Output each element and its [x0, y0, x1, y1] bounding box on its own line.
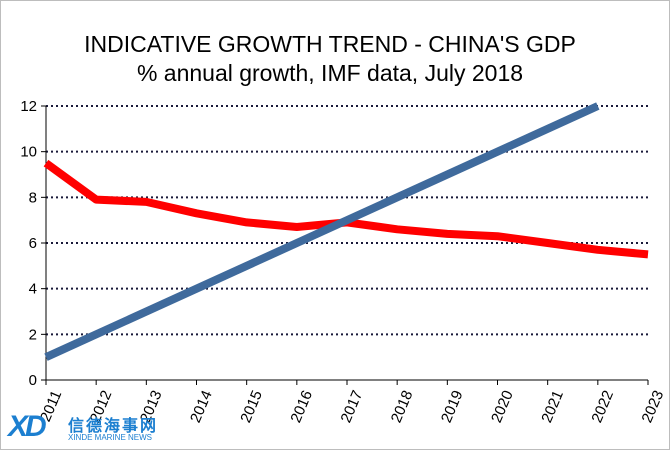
series-layer: [43, 102, 649, 361]
y-tick-label: 4: [29, 281, 37, 298]
y-tick-label: 10: [20, 144, 37, 161]
x-tick-label: 2014: [187, 388, 216, 425]
x-tick-label: 2017: [338, 388, 367, 425]
y-tick-labels: 0 2 4 6 8 10 12: [20, 98, 37, 389]
x-tick-label: 2022: [588, 388, 617, 425]
x-tick-label: 2015: [237, 388, 266, 425]
chart-subtitle: % annual growth, IMF data, July 2018: [137, 60, 523, 86]
y-tick-label: 12: [20, 98, 37, 115]
y-tick-label: 6: [29, 235, 37, 252]
chart-title: INDICATIVE GROWTH TREND - CHINA'S GDP: [84, 31, 576, 57]
series-line-2: [44, 102, 600, 361]
y-tick-label: 8: [29, 189, 37, 206]
x-tick-label: 2021: [538, 388, 567, 425]
watermark-name-en: XINDE MARINE NEWS: [68, 433, 153, 442]
x-tick-label: 2019: [438, 388, 467, 425]
watermark-logo: XD 信德海事网 XINDE MARINE NEWS: [8, 408, 158, 448]
axes: [41, 105, 649, 385]
y-tick-label: 2: [29, 326, 37, 343]
y-tick-label: 0: [29, 372, 37, 389]
x-tick-label: 2018: [388, 388, 417, 425]
x-tick-label: 2023: [639, 388, 668, 425]
x-tick-label: 2020: [488, 388, 517, 425]
watermark-mark: XD: [8, 410, 47, 443]
x-tick-label: 2016: [287, 388, 316, 425]
watermark-name-cn: 信德海事网: [68, 416, 159, 435]
